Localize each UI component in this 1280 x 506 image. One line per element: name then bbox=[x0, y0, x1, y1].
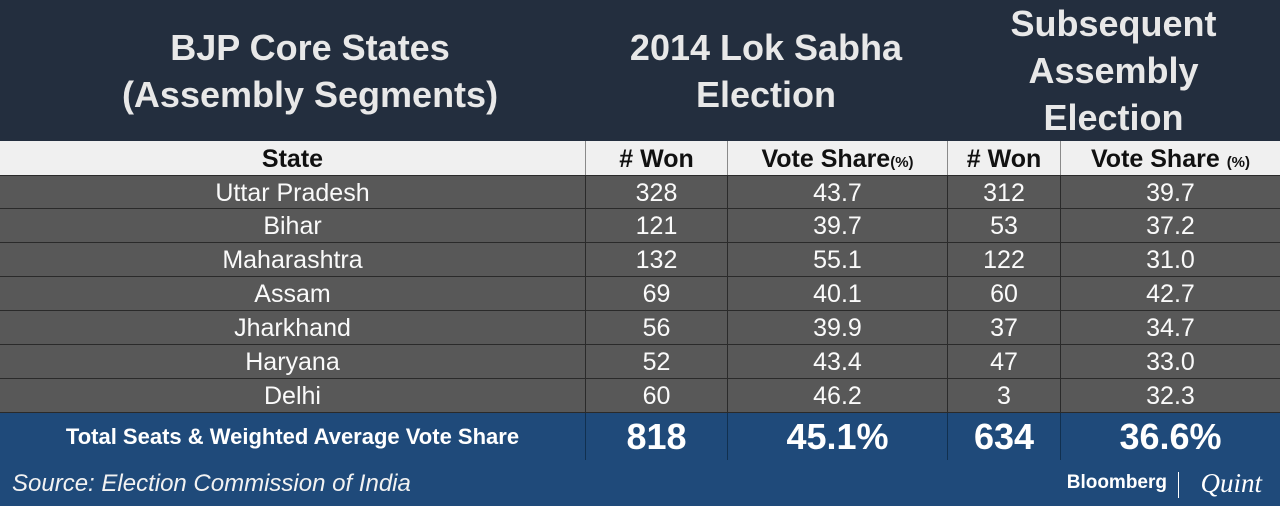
header-cell-assembly bbox=[947, 0, 1280, 141]
col-header-ae-won: # Won bbox=[947, 141, 1060, 175]
cell-state: Bihar bbox=[263, 212, 322, 240]
cell-ls-won: 60 bbox=[585, 379, 727, 412]
cell-state: Uttar Pradesh bbox=[215, 179, 370, 207]
cell-ls-won: 69 bbox=[585, 277, 727, 310]
cell-ae-vote-share: 33.0 bbox=[1060, 345, 1280, 378]
table-row: Haryana 52 43.4 47 33.0 bbox=[0, 345, 1280, 379]
total-row bbox=[0, 413, 1280, 460]
header-cell-group bbox=[0, 0, 585, 141]
cell-state: Maharashtra bbox=[222, 246, 363, 274]
table-row: Uttar Pradesh 328 43.7 312 39.7 bbox=[0, 175, 1280, 209]
table-row: Maharashtra 132 55.1 122 31.0 bbox=[0, 243, 1280, 277]
cell-ae-won: 122 bbox=[947, 243, 1060, 276]
cell-ls-won: 328 bbox=[585, 176, 727, 209]
cell-ls-won: 52 bbox=[585, 345, 727, 378]
cell-ls-vote-share: 55.1 bbox=[727, 243, 947, 276]
cell-ae-vote-share: 32.3 bbox=[1060, 379, 1280, 412]
column-header-row bbox=[0, 141, 1280, 175]
cell-ae-vote-share: 31.0 bbox=[1060, 243, 1280, 276]
cell-ae-vote-share: 39.7 bbox=[1060, 176, 1280, 209]
cell-ae-won: 37 bbox=[947, 311, 1060, 344]
group-title: BJP Core States (Assembly Segments) bbox=[121, 27, 499, 115]
col-header-ls-vote-share: Vote Share(%) bbox=[727, 141, 947, 175]
total-label: Total Seats & Weighted Average Vote Shar… bbox=[65, 424, 520, 449]
cell-ae-vote-share: 34.7 bbox=[1060, 311, 1280, 344]
cell-ae-won: 47 bbox=[947, 345, 1060, 378]
cell-ls-vote-share: 39.9 bbox=[727, 311, 947, 344]
total-ae-vote-share: 36.6% bbox=[1060, 413, 1280, 460]
col-header-ae-vote-share: Vote Share (%) bbox=[1060, 141, 1280, 175]
table-row: Assam 69 40.1 60 42.7 bbox=[0, 277, 1280, 311]
table-body: Uttar Pradesh 328 43.7 312 39.7 Bihar 121 39.7 5… bbox=[0, 175, 1280, 413]
cell-ls-vote-share: 43.7 bbox=[727, 176, 947, 209]
assembly-title: Subsequent Assembly Election bbox=[1010, 3, 1217, 138]
cell-ls-won: 132 bbox=[585, 243, 727, 276]
lok-sabha-title: 2014 Lok Sabha Election bbox=[629, 27, 903, 115]
cell-state: Delhi bbox=[264, 382, 321, 410]
total-ae-won: 634 bbox=[947, 413, 1060, 460]
cell-ae-vote-share: 42.7 bbox=[1060, 277, 1280, 310]
cell-ae-won: 53 bbox=[947, 209, 1060, 242]
table-row: Delhi 60 46.2 3 32.3 bbox=[0, 379, 1280, 413]
table-row: Jharkhand 56 39.9 37 34.7 bbox=[0, 311, 1280, 345]
source-note: Source: Election Commission of India bbox=[12, 470, 411, 497]
cell-ls-vote-share: 40.1 bbox=[727, 277, 947, 310]
total-ls-won: 818 bbox=[585, 413, 727, 460]
logo-quint-text: Quint bbox=[1200, 468, 1262, 498]
col-header-state: State bbox=[261, 145, 324, 173]
cell-ae-won: 3 bbox=[947, 379, 1060, 412]
cell-ls-vote-share: 39.7 bbox=[727, 209, 947, 242]
logo-bloomberg-text: Bloomberg bbox=[1066, 472, 1167, 493]
total-ls-vote-share: 45.1% bbox=[727, 413, 947, 460]
cell-ae-won: 60 bbox=[947, 277, 1060, 310]
header-cell-lok-sabha bbox=[585, 0, 947, 141]
cell-ls-won: 56 bbox=[585, 311, 727, 344]
cell-ls-vote-share: 43.4 bbox=[727, 345, 947, 378]
cell-state: Assam bbox=[254, 280, 331, 308]
cell-ls-vote-share: 46.2 bbox=[727, 379, 947, 412]
logo-divider bbox=[1178, 472, 1179, 498]
cell-ls-won: 121 bbox=[585, 209, 727, 242]
cell-ae-won: 312 bbox=[947, 176, 1060, 209]
cell-state: Jharkhand bbox=[234, 314, 351, 342]
col-header-ls-won: # Won bbox=[585, 141, 727, 175]
cell-state: Haryana bbox=[245, 348, 340, 376]
cell-ae-vote-share: 37.2 bbox=[1060, 209, 1280, 242]
table-row: Bihar 121 39.7 53 37.2 bbox=[0, 209, 1280, 243]
